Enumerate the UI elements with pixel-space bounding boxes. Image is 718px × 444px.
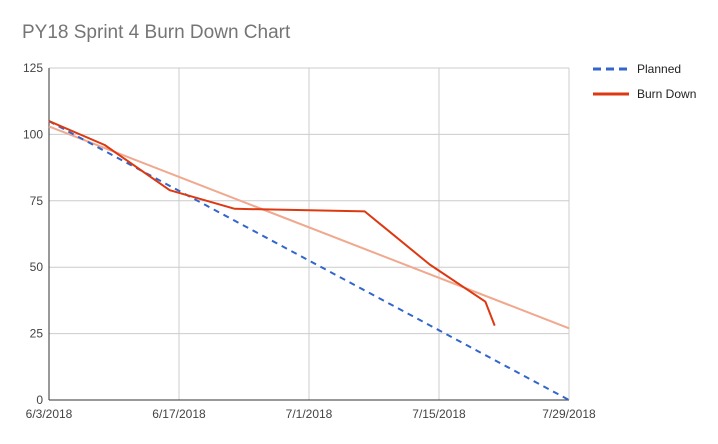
y-tick-label: 50	[30, 260, 44, 274]
legend-label-burn-down: Burn Down	[637, 87, 696, 101]
series-line-burn-down	[48, 120, 496, 326]
x-tick-label: 6/17/2018	[152, 407, 206, 421]
x-tick-label: 6/3/2018	[26, 407, 73, 421]
y-axis-ticks: 0 25 50 75 100 125	[23, 61, 43, 407]
chart-title: PY18 Sprint 4 Burn Down Chart	[22, 22, 291, 43]
legend: Planned Burn Down	[593, 62, 696, 101]
x-axis-ticks: 6/3/2018 6/17/2018 7/1/2018 7/15/2018 7/29/2…	[26, 407, 596, 421]
y-tick-label: 75	[30, 194, 44, 208]
grid-lines	[49, 67, 570, 400]
trendline	[48, 125, 570, 330]
y-tick-label: 125	[23, 61, 43, 75]
x-tick-label: 7/15/2018	[412, 407, 466, 421]
x-tick-label: 7/1/2018	[286, 407, 333, 421]
x-tick-label: 7/29/2018	[542, 407, 596, 421]
y-tick-label: 25	[30, 327, 44, 341]
legend-label-planned: Planned	[637, 62, 681, 76]
axes	[48, 68, 569, 401]
y-tick-label: 100	[23, 127, 43, 141]
series-lines	[48, 120, 570, 401]
y-tick-label: 0	[36, 393, 43, 407]
